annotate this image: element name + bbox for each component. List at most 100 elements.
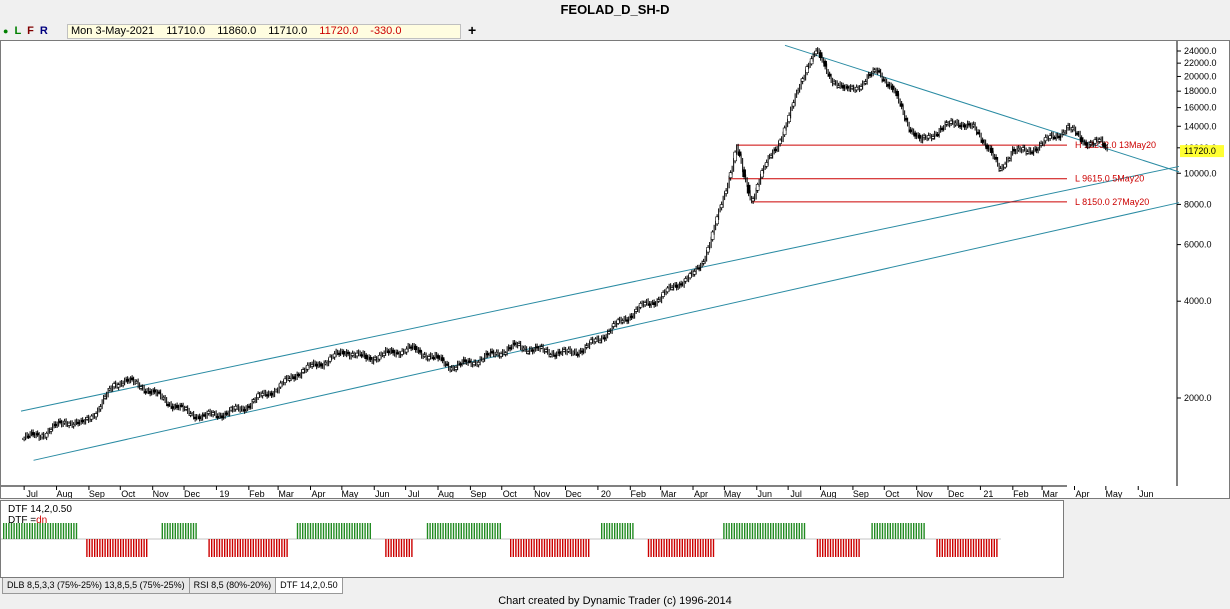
dtf-bar-dn — [406, 539, 408, 557]
dtf-bar-dn — [567, 539, 569, 557]
dtf-bar-dn — [949, 539, 951, 557]
dtf-bar-dn — [562, 539, 564, 557]
level-label: H 12232.0 13May20 — [1075, 140, 1156, 150]
dtf-bar-dn — [231, 539, 234, 557]
toolbar-button-r[interactable]: R — [39, 25, 48, 37]
dtf-bar-up — [34, 523, 36, 539]
x-tick-label: Dec — [566, 489, 583, 498]
add-icon[interactable]: + — [468, 22, 477, 38]
dtf-bar-up — [874, 523, 876, 539]
dtf-bar-dn — [146, 539, 148, 557]
dtf-bar-dn — [278, 539, 280, 557]
x-tick-label: Aug — [438, 489, 454, 498]
x-tick-label: Apr — [311, 489, 325, 498]
x-tick-label: Dec — [184, 489, 201, 498]
dtf-bar-up — [923, 523, 925, 539]
dtf-bar-dn — [218, 539, 221, 557]
dtf-bar-dn — [946, 539, 949, 557]
dtf-bar-dn — [988, 539, 990, 557]
dtf-bar-up — [60, 523, 62, 539]
dtf-bar-up — [299, 523, 301, 539]
dtf-bar-up — [348, 523, 351, 539]
dtf-bar-up — [3, 523, 5, 539]
toolbar-button-l[interactable]: L — [14, 25, 22, 37]
dtf-bar-up — [754, 523, 756, 539]
dtf-bar-up — [174, 523, 176, 539]
dtf-bar-up — [333, 523, 335, 539]
dtf-bar-dn — [239, 539, 241, 557]
dtf-bar-up — [757, 523, 759, 539]
dtf-bar-up — [452, 523, 455, 539]
dtf-bar-dn — [530, 539, 533, 557]
dtf-bar-up — [439, 523, 442, 539]
price-chart[interactable]: 24000.0 22000.0 20000.0 18000.0 16000.0 14000… — [1, 41, 1229, 498]
dtf-bar-up — [741, 523, 743, 539]
dtf-bar-up — [785, 523, 787, 539]
dtf-bar-up — [447, 523, 449, 539]
dtf-bar-dn — [408, 539, 410, 557]
dtf-bar-dn — [260, 539, 262, 557]
tab-dlb[interactable]: DLB 8,5,3,3 (75%-25%) 13,8,5,5 (75%-25%) — [2, 578, 190, 594]
dtf-bar-dn — [512, 539, 514, 557]
dtf-bar-dn — [650, 539, 652, 557]
dtf-bar-up — [18, 523, 20, 539]
dtf-bar-up — [195, 523, 197, 539]
last-price-label: 11720.0 — [1184, 146, 1216, 156]
dtf-bar-dn — [710, 539, 712, 557]
dtf-bar-dn — [130, 539, 132, 557]
ohlc-change: -330.0 — [370, 25, 402, 37]
dtf-bar-up — [915, 523, 917, 539]
y-tick-label: 24000.0 — [1184, 46, 1217, 56]
dtf-bar-up — [29, 523, 31, 539]
dtf-bar-dn — [221, 539, 223, 557]
dtf-bar-dn — [853, 539, 855, 557]
dtf-bar-dn — [829, 539, 832, 557]
dtf-bar-up — [614, 523, 616, 539]
dtf-bar-up — [437, 523, 439, 539]
dtf-bar-dn — [411, 539, 413, 557]
dtf-bar-dn — [936, 539, 938, 557]
dtf-bar-dn — [515, 539, 517, 557]
y-tick-label: 16000.0 — [1184, 103, 1217, 113]
dtf-bar-up — [606, 523, 608, 539]
dtf-bar-dn — [101, 539, 104, 557]
toolbar-button-f[interactable]: F — [27, 25, 34, 37]
dtf-bar-up — [304, 523, 306, 539]
tab-dtf[interactable]: DTF 14,2,0.50 — [275, 578, 343, 594]
dtf-bar-dn — [395, 539, 397, 557]
dtf-bar-up — [796, 523, 798, 539]
dtf-bar-dn — [96, 539, 98, 557]
dtf-bar-dn — [257, 539, 260, 557]
dtf-bar-dn — [135, 539, 137, 557]
dtf-bar-up — [47, 523, 49, 539]
dtf-bar-up — [169, 523, 171, 539]
dtf-bar-dn — [668, 539, 670, 557]
dtf-bar-up — [900, 523, 902, 539]
dtf-bar-dn — [523, 539, 525, 557]
dtf-bar-dn — [577, 539, 579, 557]
dtf-bar-dn — [533, 539, 535, 557]
dtf-bar-up — [913, 523, 915, 539]
dtf-bar-up — [190, 523, 192, 539]
price-candle — [787, 115, 791, 122]
dtf-bar-up — [624, 523, 626, 539]
x-tick-label: Jun — [1139, 489, 1154, 498]
dtf-bar-dn — [944, 539, 946, 557]
dtf-bar-dn — [816, 539, 819, 557]
dtf-bar-dn — [541, 539, 543, 557]
dtf-bar-dn — [689, 539, 691, 557]
dtf-bar-dn — [569, 539, 572, 557]
dtf-bar-dn — [673, 539, 676, 557]
y-tick-label: 6000.0 — [1184, 240, 1212, 250]
dtf-bar-dn — [858, 539, 860, 557]
dtf-bar-up — [367, 523, 369, 539]
dtf-bar-dn — [681, 539, 683, 557]
tab-rsi[interactable]: RSI 8,5 (80%-20%) — [188, 578, 277, 594]
dtf-bar-up — [762, 523, 764, 539]
dtf-bar-up — [897, 523, 899, 539]
dtf-bar-up — [468, 523, 470, 539]
dtf-bar-dn — [985, 539, 988, 557]
dtf-bar-up — [315, 523, 317, 539]
price-chart-panel: 24000.0 22000.0 20000.0 18000.0 16000.0 14000… — [0, 40, 1230, 499]
dtf-bar-up — [884, 523, 886, 539]
